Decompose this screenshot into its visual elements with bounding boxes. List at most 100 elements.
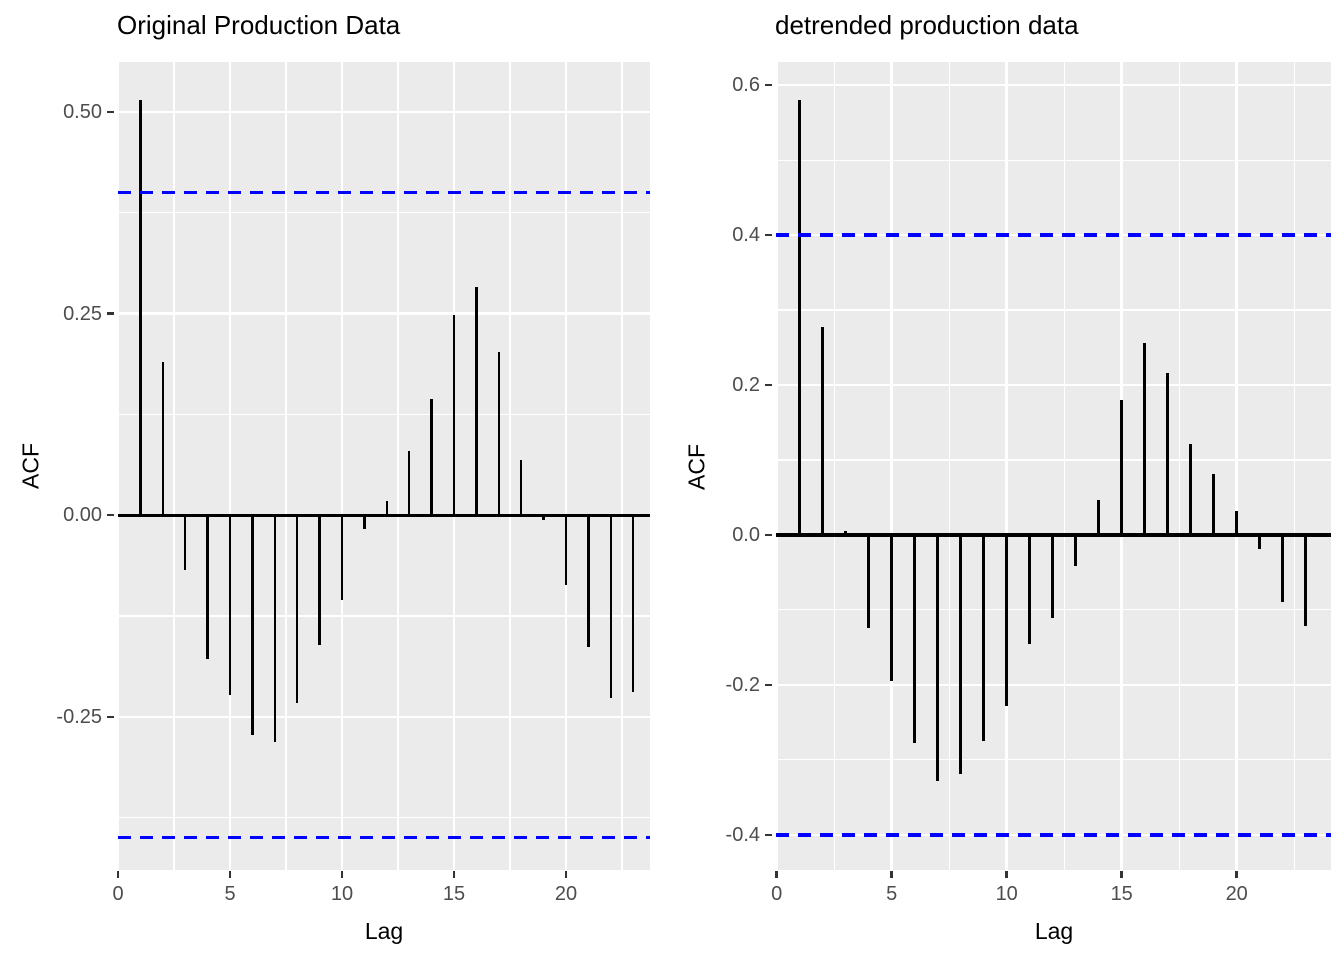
acf-bar xyxy=(982,534,985,742)
acf-bar xyxy=(519,459,523,516)
acf-bar xyxy=(183,515,187,571)
minor-gridline-x xyxy=(1293,62,1295,870)
y-axis-tick-mark xyxy=(765,383,772,387)
minor-gridline-y xyxy=(776,159,1331,161)
acf-bar xyxy=(228,515,232,695)
y-axis-tick-mark xyxy=(765,833,772,836)
x-axis-tick-mark xyxy=(1235,871,1238,878)
acf-bar xyxy=(542,515,545,521)
x-axis-tick-label: 5 xyxy=(224,883,236,905)
acf-bar xyxy=(587,515,590,647)
major-gridline-x xyxy=(118,62,120,870)
acf-bar xyxy=(1235,510,1238,535)
minor-gridline-x xyxy=(285,62,287,870)
acf-bar xyxy=(890,534,893,682)
acf-bar xyxy=(1189,444,1192,535)
acf-bar xyxy=(1074,534,1077,566)
acf-bar xyxy=(913,534,916,744)
acf-bar xyxy=(1166,373,1169,535)
major-gridline-y xyxy=(118,715,650,719)
minor-gridline-y xyxy=(776,459,1331,461)
minor-gridline-x xyxy=(948,62,950,870)
acf-bar xyxy=(1028,534,1031,644)
acf-bar xyxy=(273,515,277,742)
plot-title-right: detrended production data xyxy=(775,10,1079,40)
x-axis-tick-mark xyxy=(1005,871,1008,878)
y-axis-tick-mark xyxy=(107,110,114,114)
acf-bar xyxy=(1051,534,1054,619)
major-gridline-x xyxy=(1005,62,1008,870)
acf-bar xyxy=(1258,534,1261,550)
minor-gridline-x xyxy=(173,62,175,870)
minor-gridline-x xyxy=(397,62,399,870)
minor-gridline-y xyxy=(118,615,650,617)
acf-bar xyxy=(564,515,568,586)
y-axis-title-left: ACF xyxy=(17,443,44,489)
acf-bar xyxy=(363,515,366,529)
major-gridline-x xyxy=(776,62,778,870)
x-axis-tick-mark xyxy=(116,871,120,878)
major-gridline-x xyxy=(564,62,568,870)
confidence-bound-line xyxy=(118,190,650,195)
y-axis-tick-label: -0.4 xyxy=(725,823,760,846)
x-axis-tick-mark xyxy=(564,871,568,878)
x-axis-tick-mark xyxy=(228,871,232,878)
acf-bar xyxy=(1097,499,1100,535)
x-axis-tick-label: 0 xyxy=(112,883,124,905)
x-axis-tick-label: 10 xyxy=(330,883,354,905)
major-gridline-x xyxy=(228,62,232,870)
x-axis-title-left: Lag xyxy=(364,918,404,944)
acf-bar xyxy=(295,515,299,704)
acf-bar xyxy=(407,451,411,516)
zero-line xyxy=(118,513,650,517)
acf-bar xyxy=(1212,474,1215,535)
confidence-bound-line xyxy=(776,233,1331,237)
major-gridline-y xyxy=(776,83,1331,87)
x-axis-tick-mark xyxy=(775,871,778,878)
x-axis-tick-label: 0 xyxy=(771,883,783,905)
x-axis-tick-label: 20 xyxy=(554,883,578,905)
minor-gridline-x xyxy=(1063,62,1065,870)
y-axis-tick-label: 0.2 xyxy=(732,374,760,397)
acf-bar xyxy=(1120,400,1123,535)
x-axis-tick-label: 15 xyxy=(442,883,466,905)
x-axis-tick-label: 5 xyxy=(886,883,898,905)
minor-gridline-x xyxy=(509,62,511,870)
acf-bar xyxy=(251,515,254,736)
acf-bar xyxy=(1304,534,1307,627)
y-axis-tick-label: -0.2 xyxy=(725,673,760,696)
acf-bar xyxy=(206,515,209,659)
minor-gridline-x xyxy=(833,62,835,870)
confidence-bound-line xyxy=(776,833,1331,837)
y-axis-tick-mark xyxy=(765,533,772,537)
acf-bar xyxy=(318,515,321,646)
x-axis-tick-label: 10 xyxy=(995,883,1018,905)
x-axis-title-right: Lag xyxy=(1034,918,1074,944)
major-gridline-y xyxy=(776,383,1331,387)
acf-bar xyxy=(867,534,870,628)
plot-title-left: Original Production Data xyxy=(117,10,401,40)
acf-bar xyxy=(139,99,142,516)
y-axis-tick-mark xyxy=(107,715,114,718)
y-axis-tick-mark xyxy=(107,312,114,315)
acf-bar xyxy=(430,399,433,516)
acf-bar xyxy=(1143,343,1146,535)
x-axis-tick-mark xyxy=(890,871,893,878)
x-axis-tick-mark xyxy=(452,871,456,878)
major-gridline-y xyxy=(776,683,1331,687)
minor-gridline-y xyxy=(118,212,650,214)
acf-bar xyxy=(497,352,501,516)
acf-bar xyxy=(1281,534,1284,602)
x-axis-tick-mark xyxy=(1120,871,1123,878)
major-gridline-y xyxy=(118,110,650,114)
minor-gridline-x xyxy=(621,62,623,870)
y-axis-tick-label: 0.00 xyxy=(63,504,102,527)
major-gridline-x xyxy=(1235,62,1238,870)
minor-gridline-y xyxy=(776,309,1331,311)
x-axis-tick-label: 20 xyxy=(1225,883,1248,905)
acf-bar xyxy=(475,286,478,516)
y-axis-tick-label: -0.25 xyxy=(56,705,102,728)
acf-bar xyxy=(385,501,389,516)
acf-bar xyxy=(452,315,456,516)
